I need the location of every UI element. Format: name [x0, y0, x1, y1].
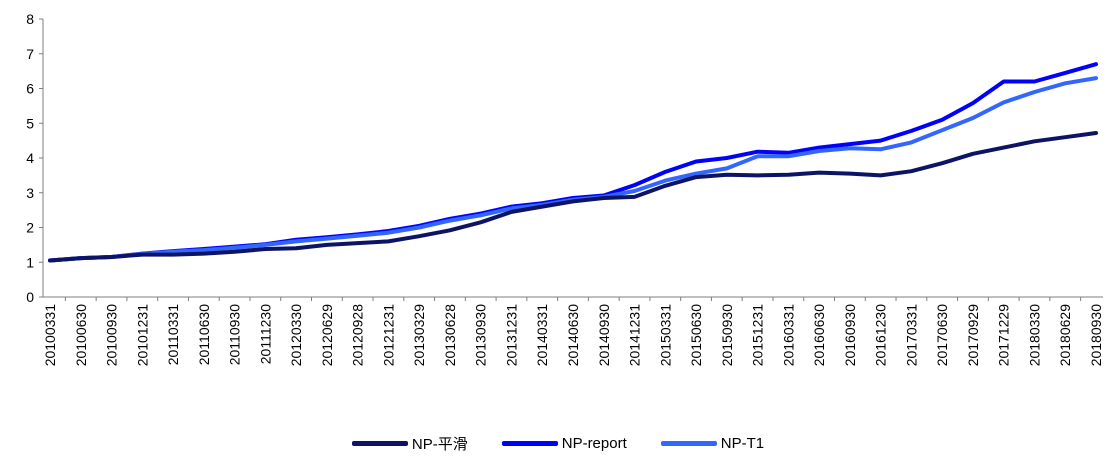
x-tick-label: 20131231	[503, 304, 519, 367]
y-tick-label: 3	[26, 185, 34, 201]
legend-label: NP-report	[561, 434, 627, 452]
x-tick-label: 20170630	[934, 304, 950, 367]
x-tick-label: 20150930	[719, 304, 735, 367]
x-tick-label: 20161230	[873, 304, 889, 367]
x-tick-label: 20100630	[73, 304, 89, 367]
legend-item-1: NP-平滑	[351, 433, 468, 454]
chart-legend: NP-平滑 NP-report NP-T1	[0, 428, 1116, 458]
x-tick-label: 20130329	[411, 304, 427, 367]
y-tick-label: 0	[26, 289, 34, 305]
y-tick-label: 8	[26, 11, 34, 27]
x-tick-label: 20140331	[534, 304, 550, 367]
x-tick-label: 20110331	[165, 304, 181, 365]
legend-label: NP-T1	[720, 434, 765, 452]
x-tick-label: 20151231	[750, 304, 766, 367]
x-tick-label: 20170331	[903, 304, 919, 367]
x-tick-label: 20150331	[657, 304, 673, 367]
y-tick-label: 4	[26, 150, 34, 166]
series-line-3	[48, 76, 1098, 263]
x-tick-label: 20130628	[442, 304, 458, 367]
y-tick-label: 7	[26, 46, 34, 62]
y-tick-label: 2	[26, 220, 34, 236]
y-tick-label: 5	[26, 115, 34, 131]
x-tick-label: 20180330	[1026, 304, 1042, 367]
x-tick-label: 20120629	[319, 304, 335, 367]
legend-item-2: NP-report	[501, 434, 627, 452]
legend-swatch	[501, 440, 558, 446]
x-tick-label: 20160630	[811, 304, 827, 367]
x-tick-label: 20100331	[42, 304, 58, 367]
x-tick-label: 20110630	[196, 304, 212, 365]
x-tick-label: 20130930	[473, 304, 489, 367]
x-tick-label: 20120330	[288, 304, 304, 367]
x-tick-label: 20160930	[842, 304, 858, 367]
x-tick-label: 20110930	[227, 304, 243, 365]
x-tick-label: 20140930	[596, 304, 612, 367]
x-tick-label: 20170929	[965, 304, 981, 367]
y-tick-label: 6	[26, 81, 34, 97]
chart-series	[48, 62, 1098, 263]
x-tick-label: 20171229	[996, 304, 1012, 367]
x-tick-label: 20150630	[688, 304, 704, 367]
y-tick-label: 1	[26, 254, 34, 270]
x-tick-label: 20141231	[627, 304, 643, 367]
x-tick-label: 20101231	[134, 304, 150, 367]
x-tick-label: 20111230	[257, 304, 273, 364]
x-tick-label: 20140630	[565, 304, 581, 367]
series-line-1	[48, 131, 1098, 263]
x-tick-label: 20180930	[1088, 304, 1104, 367]
y-axis-ticks: 0 1 2 3 4 5 6 7 8	[26, 11, 43, 305]
x-tick-label: 20180629	[1057, 304, 1073, 367]
legend-swatch	[660, 440, 717, 446]
line-chart: 0 1 2 3 4 5 6 7 8 20100331 20100630 20100930 201012…	[26, 11, 1104, 366]
x-axis-ticks: 20100331 20100630 20100930 20101231 20110331…	[42, 297, 1104, 366]
x-tick-label: 20120928	[350, 304, 366, 367]
legend-item-3: NP-T1	[660, 434, 765, 452]
x-tick-label: 20121231	[380, 304, 396, 367]
x-tick-label: 20100930	[104, 304, 120, 367]
legend-swatch	[351, 440, 408, 446]
x-tick-label: 20160331	[780, 304, 796, 367]
legend-label: NP-平滑	[411, 435, 468, 453]
